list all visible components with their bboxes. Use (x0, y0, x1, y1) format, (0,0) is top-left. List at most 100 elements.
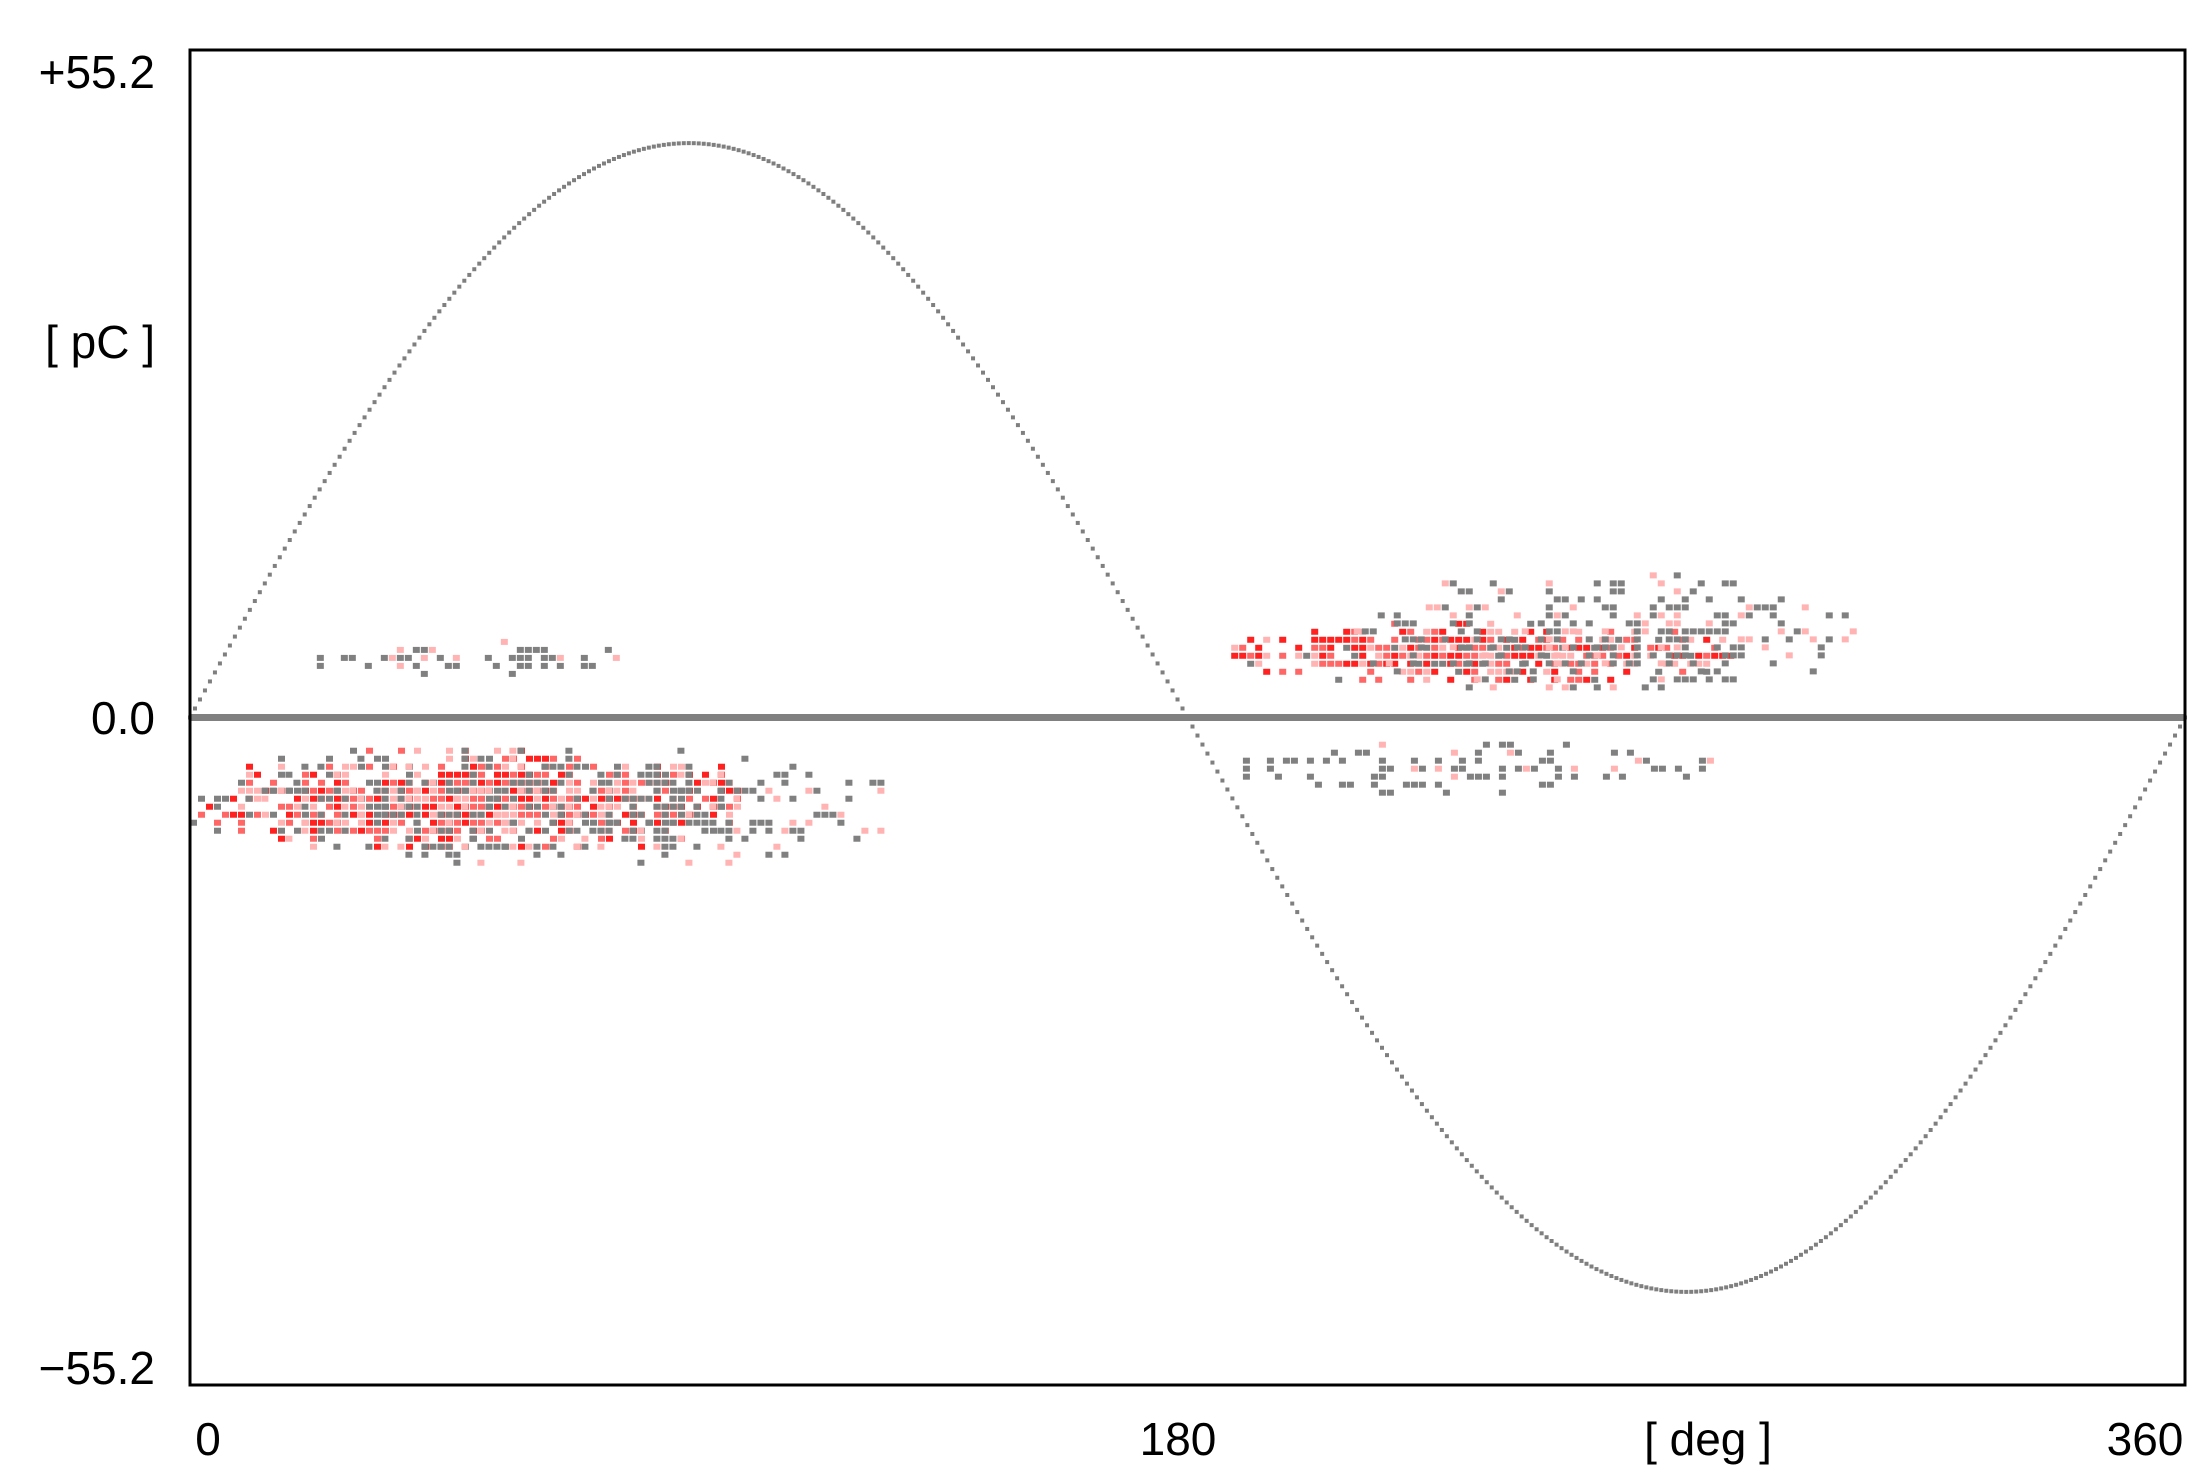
pulse-cell (1338, 757, 1346, 764)
pulse-cell (549, 819, 557, 826)
pulse-cell (230, 795, 237, 802)
pulse-cell (310, 787, 317, 794)
pulse-cell (1375, 676, 1383, 683)
sine-point (956, 335, 961, 340)
pulse-cell (420, 646, 428, 653)
pulse-cell (1505, 588, 1513, 595)
pulse-cell (261, 795, 269, 802)
pulse-cell (333, 819, 341, 826)
sine-point (911, 278, 916, 283)
pulse-cell (1295, 644, 1303, 651)
pulse-cell (654, 795, 661, 802)
sine-point (1005, 407, 1010, 412)
pulse-cell (438, 795, 445, 802)
sine-point (1210, 760, 1215, 765)
sine-point (2123, 823, 2128, 828)
pulse-cell (1465, 660, 1473, 667)
sine-point (322, 479, 327, 484)
pulse-cell (677, 787, 685, 794)
sine-point (2018, 1000, 2023, 1005)
pulse-cell (534, 803, 541, 810)
pulse-cell (622, 827, 629, 834)
pulse-cell (1455, 660, 1463, 667)
pulse-cell (1463, 636, 1471, 643)
pulse-cell (1546, 781, 1554, 788)
pulse-cell (486, 795, 493, 802)
pulse-cell (606, 771, 613, 778)
pulse-cell (1434, 765, 1442, 772)
pulse-cell (406, 843, 413, 850)
pulse-cell (374, 827, 381, 834)
pulse-cell (1705, 596, 1713, 603)
pulse-cell (470, 819, 477, 826)
pulse-cell (598, 819, 605, 826)
sine-point (2043, 960, 2048, 965)
pulse-cell (381, 803, 389, 810)
pulse-cell (1583, 644, 1591, 651)
pulse-cell (1681, 636, 1689, 643)
pulse-cell (454, 771, 461, 778)
pulse-cell (310, 811, 317, 818)
pulse-cell (653, 787, 661, 794)
pulse-cell (486, 819, 493, 826)
pulse-cell (1761, 636, 1769, 643)
sine-point (736, 148, 741, 153)
pulse-cell (422, 795, 429, 802)
pulse-cell (1471, 660, 1479, 667)
pulse-cell (1527, 628, 1535, 635)
pulse-cell (1370, 773, 1378, 780)
sine-point (2068, 918, 2073, 923)
pulse-cell (1385, 660, 1393, 667)
pulse-cell (573, 843, 581, 850)
sine-point (422, 328, 427, 333)
pulse-cell (310, 835, 317, 842)
pulse-cell (1418, 781, 1426, 788)
pulse-cell (222, 811, 229, 818)
pulse-cell (477, 755, 485, 762)
sine-point (995, 392, 1000, 397)
pulse-cell (430, 811, 437, 818)
pulse-cell (733, 851, 741, 858)
sine-point (542, 199, 547, 204)
pulse-cell (374, 819, 381, 826)
pulse-cell (533, 843, 541, 850)
pulse-cell (1511, 676, 1519, 683)
sine-point (596, 163, 601, 168)
sine-point (1754, 1276, 1759, 1281)
sine-point (232, 634, 237, 639)
sine-point (2008, 1015, 2013, 1020)
pulse-cell (1713, 612, 1721, 619)
pulse-cell (501, 827, 509, 834)
pulse-cell (364, 662, 372, 669)
pulse-cell (326, 787, 333, 794)
pulse-cell (1335, 636, 1343, 643)
pulse-cell (1471, 652, 1479, 659)
pulse-cell (1721, 660, 1729, 667)
pulse-cell (477, 859, 485, 866)
sine-point (1469, 1163, 1474, 1168)
pulse-cell (1466, 773, 1474, 780)
pulse-cell (294, 803, 301, 810)
sine-point (776, 163, 781, 168)
pulse-cell (1495, 660, 1503, 667)
pulse-cell (326, 827, 333, 834)
pulse-cell (206, 803, 213, 810)
pulse-cell (669, 779, 677, 786)
sine-point (442, 303, 447, 308)
pulse-cell (285, 771, 293, 778)
sine-point (492, 245, 497, 250)
pulse-cell (1649, 676, 1657, 683)
pulse-cell (1393, 620, 1401, 627)
sine-point (307, 504, 312, 509)
pulse-cell (478, 803, 485, 810)
pulse-cell (510, 795, 517, 802)
pulse-cell (701, 811, 709, 818)
pulse-cell (366, 779, 373, 786)
pulse-cell (621, 795, 629, 802)
pulse-cell (1681, 604, 1689, 611)
pulse-cell (381, 843, 389, 850)
pulse-cell (478, 771, 485, 778)
pulse-cell (1327, 644, 1335, 651)
pulse-cell (1319, 652, 1327, 659)
pulse-cell (1274, 773, 1282, 780)
